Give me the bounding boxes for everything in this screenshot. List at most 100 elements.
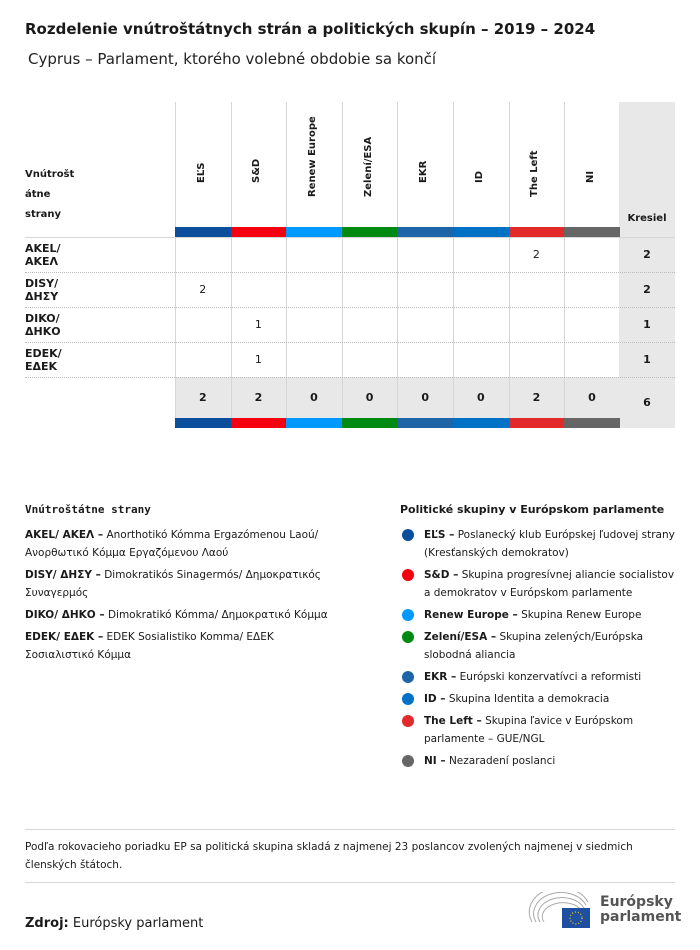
group-legend-item: S&D – Skupina progresívnej aliancie soci… bbox=[400, 566, 680, 602]
group-color-bar bbox=[564, 418, 620, 428]
row-label: AKEL/ ΑΚΕΛ bbox=[25, 241, 61, 268]
page-subtitle: Cyprus – Parlament, ktorého volebné obdo… bbox=[28, 50, 437, 68]
column-divider bbox=[341, 102, 343, 227]
group-color-bar bbox=[286, 227, 342, 237]
group-abbr: EKR – bbox=[424, 671, 457, 683]
group-legend-item: NI – Nezaradení poslanci bbox=[400, 752, 680, 770]
group-total: 0 bbox=[476, 391, 485, 404]
row-total: 2 bbox=[643, 248, 651, 261]
source-label: Zdroj: bbox=[25, 916, 69, 931]
column-divider bbox=[230, 102, 232, 227]
group-color-bar bbox=[564, 227, 620, 237]
group-legend: Politické skupiny v Európskom parlamente… bbox=[400, 503, 680, 774]
group-color-bar bbox=[508, 418, 565, 428]
total-column-bg bbox=[619, 102, 675, 428]
party-legend-item: DIKO/ ΔΗΚΟ – Dimokratikó Kómma/ Δημοκρατ… bbox=[25, 606, 345, 624]
group-abbr: S&D – bbox=[424, 569, 459, 581]
party-name: Anorthotikó Kómma Ergazómenou Laoú/ Ανορ… bbox=[25, 529, 319, 559]
group-legend-item: Zelení/ESA – Skupina zelených/Európska s… bbox=[400, 628, 680, 664]
column-header-zelen-esa: Zelení/ESA bbox=[362, 136, 374, 197]
column-divider bbox=[175, 237, 176, 418]
row-divider bbox=[25, 237, 675, 238]
column-header-renew-europe: Renew Europe bbox=[307, 116, 318, 197]
group-name: Skupina Renew Europe bbox=[521, 609, 642, 621]
row-label: EDEK/ ΕΔΕΚ bbox=[25, 346, 62, 373]
row-total: 2 bbox=[643, 283, 651, 296]
group-color-bar bbox=[341, 418, 398, 428]
footnote: Podľa rokovacieho poriadku EP sa politic… bbox=[25, 841, 633, 871]
group-color-bar bbox=[453, 227, 509, 237]
source-value: Európsky parlament bbox=[72, 916, 204, 931]
row-divider bbox=[25, 307, 675, 308]
party-name: Dimokratikó Kómma/ Δημοκρατικό Κόμμα bbox=[107, 609, 328, 621]
group-color-dot-icon bbox=[402, 715, 414, 727]
group-color-bar bbox=[286, 418, 342, 428]
seat-cell: 2 bbox=[199, 283, 207, 296]
row-divider bbox=[25, 342, 675, 343]
row-divider bbox=[25, 272, 675, 273]
group-color-bar bbox=[397, 227, 453, 237]
column-divider bbox=[175, 102, 176, 227]
group-name: Poslanecký klub Európskej ľudovej strany… bbox=[424, 529, 675, 559]
party-legend: Vnútroštátne strany AKEL/ ΑΚΕΛ – Anortho… bbox=[25, 503, 345, 668]
group-color-dot-icon bbox=[402, 631, 414, 643]
seat-cell: 1 bbox=[254, 353, 262, 366]
group-name: Nezaradení poslanci bbox=[448, 755, 556, 767]
row-label: DISY/ ΔΗΣΥ bbox=[25, 276, 59, 303]
total-header: Kresiel bbox=[627, 213, 667, 224]
row-total: 1 bbox=[643, 318, 651, 331]
group-name: Skupina ľavice v Európskom parlamente – … bbox=[424, 715, 634, 745]
group-legend-item: The Left – Skupina ľavice v Európskom pa… bbox=[400, 712, 680, 748]
column-divider bbox=[564, 237, 566, 418]
group-color-dot-icon bbox=[402, 609, 414, 621]
column-divider bbox=[397, 237, 399, 418]
group-abbr: Renew Europe – bbox=[424, 609, 518, 621]
group-abbr: NI – bbox=[424, 755, 446, 767]
group-total: 0 bbox=[421, 391, 430, 404]
group-color-dot-icon bbox=[402, 693, 414, 705]
party-abbr: EDEK/ ΕΔΕΚ – bbox=[25, 631, 104, 643]
group-name: Skupina Identita a demokracia bbox=[448, 693, 610, 705]
column-divider bbox=[286, 237, 288, 418]
column-header-ni: NI bbox=[585, 170, 596, 183]
column-divider bbox=[341, 237, 343, 418]
group-total: 0 bbox=[365, 391, 374, 404]
logo-text: Európsky parlament bbox=[600, 894, 682, 925]
group-legend-item: EĽS – Poslanecký klub Európskej ľudovej … bbox=[400, 526, 680, 562]
column-header-ekr: EKR bbox=[418, 160, 430, 183]
row-label: DIKO/ ΔΗΚΟ bbox=[25, 311, 61, 338]
column-divider bbox=[564, 102, 566, 227]
group-abbr: Zelení/ESA – bbox=[424, 631, 497, 643]
group-color-dot-icon bbox=[402, 529, 414, 541]
seat-cell: 2 bbox=[532, 248, 540, 261]
group-total: 2 bbox=[254, 391, 263, 404]
group-color-bar bbox=[230, 227, 287, 237]
column-divider bbox=[508, 102, 510, 227]
party-abbr: AKEL/ ΑΚΕΛ – bbox=[25, 529, 104, 541]
party-legend-item: AKEL/ ΑΚΕΛ – Anorthotikó Kómma Ergazómen… bbox=[25, 526, 345, 562]
group-color-bar bbox=[175, 227, 231, 237]
group-color-bar bbox=[341, 227, 398, 237]
seat-cell: 1 bbox=[254, 318, 262, 331]
party-legend-item: DISY/ ΔΗΣΥ – Dimokratikós Sinagermós/ Δη… bbox=[25, 566, 345, 602]
page-title: Rozdelenie vnútroštátnych strán a politi… bbox=[25, 20, 596, 38]
group-color-bar bbox=[453, 418, 509, 428]
parliament-hemicycle-icon bbox=[528, 892, 590, 928]
column-divider bbox=[397, 102, 399, 227]
group-abbr: EĽS – bbox=[424, 529, 455, 541]
group-color-dot-icon bbox=[402, 755, 414, 767]
group-name: Skupina zelených/Európska slobodná alian… bbox=[424, 631, 644, 661]
row-header: Vnútrošt átne strany bbox=[25, 169, 75, 220]
party-name: Dimokratikós Sinagermós/ Δημοκρατικός Συ… bbox=[25, 569, 321, 599]
group-color-dot-icon bbox=[402, 671, 414, 683]
group-color-dot-icon bbox=[402, 569, 414, 581]
group-color-bar bbox=[230, 418, 287, 428]
party-abbr: DIKO/ ΔΗΚΟ – bbox=[25, 609, 105, 621]
party-name: EDEK Sosialistiko Komma/ ΕΔΕΚ Σοσιαλιστι… bbox=[25, 631, 274, 661]
column-header-s-d: S&D bbox=[251, 158, 263, 183]
column-header-the-left: The Left bbox=[529, 150, 541, 198]
column-divider bbox=[230, 237, 232, 418]
column-divider bbox=[508, 237, 510, 418]
group-name: Európski konzervatívci a reformisti bbox=[459, 671, 642, 683]
source: Zdroj: Európsky parlament bbox=[25, 916, 203, 931]
